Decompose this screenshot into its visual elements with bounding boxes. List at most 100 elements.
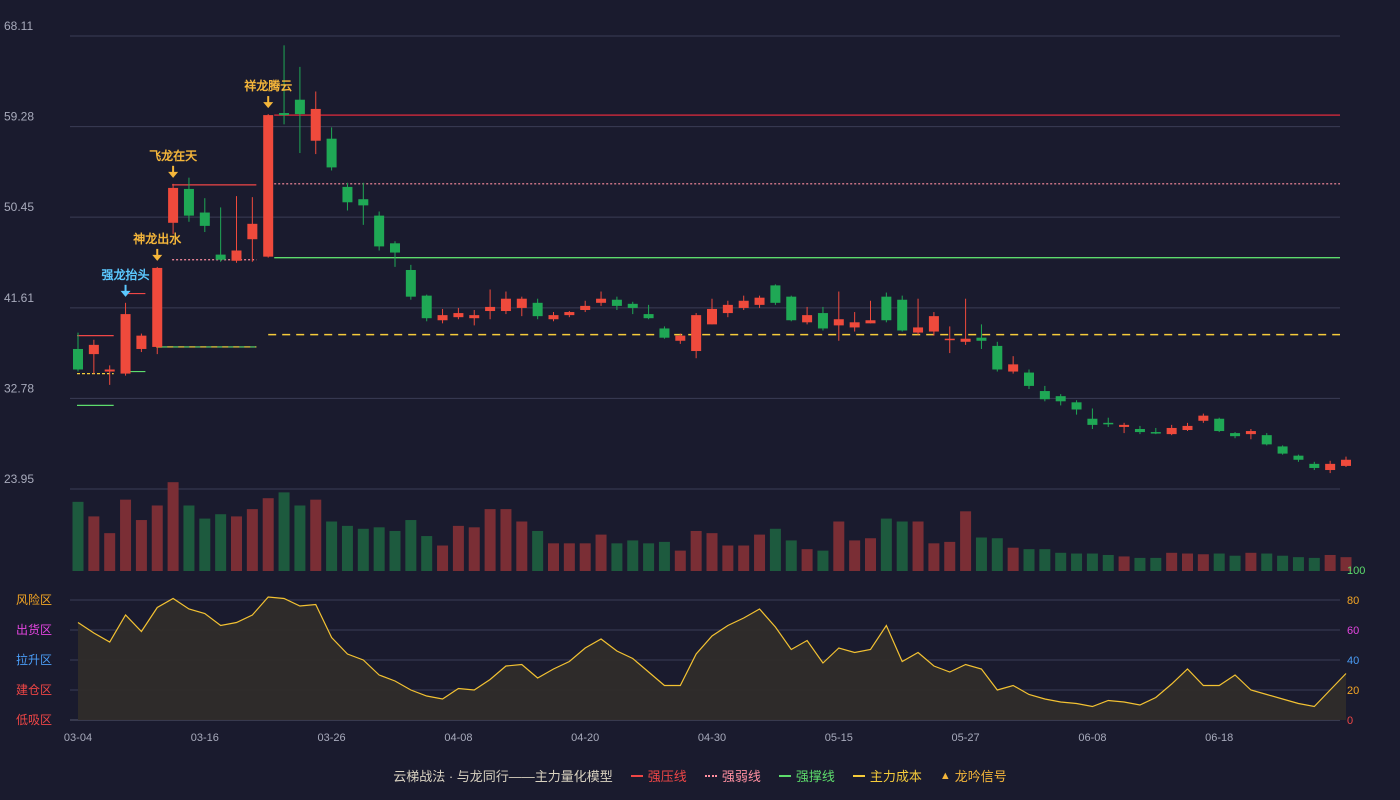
volume-bar [532, 530, 544, 571]
volume-bar [88, 516, 100, 571]
candle-body [960, 338, 971, 342]
legend-item-dragon-signal[interactable]: ▲ 龙吟信号 [940, 766, 1007, 785]
volume-bar [1150, 557, 1162, 571]
candle-body [1087, 418, 1098, 425]
candlesticks [73, 45, 1351, 474]
osc-line [77, 596, 1347, 708]
legend-item-strong-weak[interactable]: 强弱线 [704, 766, 761, 785]
volume-bar [405, 520, 417, 571]
candle-body [1341, 459, 1351, 466]
volume-bar [944, 541, 956, 571]
candle-body [405, 269, 416, 297]
volume-bar [1166, 552, 1178, 571]
volume-bar [294, 505, 306, 571]
axis-labels: 68.11 59.28 50.45 41.61 32.78 23.95 100 80 60 40 2… [4, 19, 1365, 744]
candle-body [152, 267, 163, 347]
x-tick-label: 03-04 [64, 732, 92, 744]
candle-body [627, 303, 638, 308]
candle-body [691, 315, 702, 352]
candle-body [1230, 433, 1241, 437]
candle-body [88, 344, 99, 355]
level-lines [77, 114, 1340, 406]
osc-tick-label: 60 [1347, 625, 1359, 637]
volume-bar [928, 543, 940, 571]
volume-bar [658, 541, 670, 571]
candle-body [928, 316, 939, 332]
osc-zone-label: 出货区 [16, 622, 52, 637]
volume-bar [421, 536, 433, 571]
volume-bar [326, 521, 338, 571]
candle-body [1198, 415, 1209, 421]
price-tick-label: 41.61 [4, 291, 34, 305]
candle-body [643, 314, 654, 319]
volume-bar [865, 538, 876, 571]
candle-body [199, 212, 210, 226]
legend: 云梯战法 · 与龙同行——主力量化模型 强压线 强弱线 强撑线 主力成本 ▲ 龙… [0, 766, 1400, 785]
osc-tick-label: 0 [1347, 715, 1353, 727]
candle-body [1150, 432, 1161, 434]
volume-bar [516, 521, 528, 571]
volume-bar [880, 518, 892, 571]
volume-bar [1086, 553, 1098, 571]
volume-bar [151, 505, 163, 571]
volume-bar [896, 521, 908, 571]
volume-bar [912, 521, 924, 571]
volume-bar [437, 545, 449, 571]
legend-title-text: 云梯战法 · 与龙同行——主力量化模型 [393, 769, 613, 784]
volume-bar [738, 545, 750, 571]
legend-item-main-cost[interactable]: 主力成本 [852, 766, 922, 785]
candle-body [675, 335, 686, 341]
legend-swatch [778, 774, 791, 777]
signal-arrow-icon [120, 290, 131, 297]
legend-item-strong-pressure[interactable]: 强压线 [630, 766, 687, 785]
volume-bar [1261, 553, 1273, 571]
candle-body [1309, 463, 1320, 468]
legend-label: 强撑线 [795, 769, 835, 784]
candle-body [263, 115, 274, 257]
volume-bar [579, 543, 591, 571]
candle-body [326, 138, 337, 168]
candle-body [1103, 422, 1114, 425]
candle-body [247, 223, 258, 240]
signal-arrow-icon [168, 171, 179, 178]
volume-bar [611, 543, 623, 571]
volume-bar [1197, 554, 1209, 571]
x-tick-label: 06-18 [1205, 732, 1233, 744]
price-tick-label: 68.11 [4, 19, 33, 33]
candle-body [580, 305, 591, 310]
legend-label: 强压线 [647, 769, 687, 784]
volume-bar [817, 550, 829, 571]
candle-body [833, 319, 844, 326]
volume-bar [833, 521, 845, 571]
x-tick-label: 04-30 [698, 732, 726, 744]
candle-body [722, 304, 733, 314]
candle-body [707, 308, 717, 325]
volume-bar [1292, 557, 1304, 571]
x-tick-label: 03-16 [191, 732, 219, 744]
candle-body [342, 186, 353, 203]
candle-body [817, 313, 828, 329]
volume-bar [1308, 557, 1320, 571]
legend-item-strong-support[interactable]: 强撑线 [778, 766, 835, 785]
volume-bar [706, 533, 718, 571]
volume-bar [1102, 554, 1114, 571]
osc-zone-label: 建仓区 [16, 683, 52, 697]
triangle-icon: ▲ [939, 769, 951, 782]
x-tick-label: 04-20 [571, 732, 599, 744]
candle-body [564, 312, 575, 316]
volume-bar [722, 545, 734, 571]
volume-bar [643, 543, 655, 571]
candle-body [310, 108, 321, 141]
osc-zone-label: 风险区 [16, 592, 52, 607]
osc-tick-label: 20 [1347, 685, 1359, 697]
volume-bar [135, 520, 147, 571]
legend-label: 龙吟信号 [954, 769, 1007, 784]
volume-bar [1213, 553, 1225, 571]
volume-bar [1245, 552, 1257, 571]
candle-body [1182, 425, 1193, 431]
candle-body [865, 320, 876, 324]
volume-bar [960, 511, 972, 571]
volume-bar [484, 509, 496, 571]
candle-body [548, 315, 559, 320]
price-tick-label: 59.28 [4, 110, 34, 124]
